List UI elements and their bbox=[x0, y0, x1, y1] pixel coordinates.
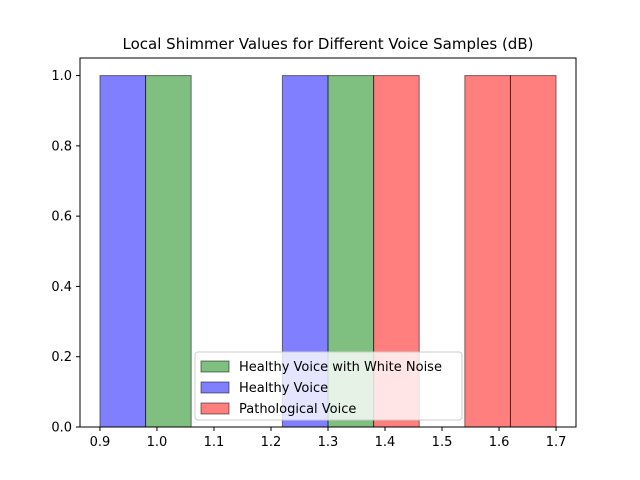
legend-swatch bbox=[200, 381, 230, 394]
x-tick-label: 1.4 bbox=[375, 435, 396, 450]
y-tick-label: 0.2 bbox=[51, 350, 72, 365]
x-tick-label: 1.1 bbox=[204, 435, 225, 450]
y-tick-label: 0.4 bbox=[51, 280, 72, 295]
bar-series-2-bin-1 bbox=[464, 75, 511, 428]
x-tick-label: 0.9 bbox=[90, 435, 111, 450]
legend-label: Pathological Voice bbox=[239, 402, 356, 417]
legend-label: Healthy Voice bbox=[239, 381, 328, 396]
legend-label: Healthy Voice with White Noise bbox=[239, 360, 442, 375]
y-tick-label: 0.6 bbox=[51, 210, 72, 225]
x-tick-label: 1.7 bbox=[546, 435, 567, 450]
legend-swatch bbox=[200, 360, 230, 373]
y-tick-label: 1.0 bbox=[51, 69, 72, 84]
x-tick-label: 1.3 bbox=[318, 435, 339, 450]
axes-layer: 0.9 1.0 1.1 1.2 1.3 1.4 1.5 1.6 1.7 0.0 0.2 0.4 0.6 0… bbox=[51, 57, 577, 450]
legend: Healthy Voice with White Noise Healthy Vo… bbox=[194, 351, 463, 421]
bar-series-0-bin-0 bbox=[145, 75, 192, 428]
bar-series-1-bin-0 bbox=[99, 75, 147, 428]
x-tick-label: 1.5 bbox=[432, 435, 453, 450]
y-tick-label: 0.0 bbox=[51, 421, 72, 436]
bar-series-2-bin-2 bbox=[509, 75, 557, 428]
legend-box bbox=[194, 351, 463, 421]
legend-swatch bbox=[200, 402, 230, 415]
x-tick-label: 1.2 bbox=[261, 435, 282, 450]
chart-title: Local Shimmer Values for Different Voice… bbox=[123, 35, 534, 53]
x-tick-label: 1.0 bbox=[147, 435, 168, 450]
y-tick-label: 0.8 bbox=[51, 139, 72, 154]
x-tick-label: 1.6 bbox=[489, 435, 510, 450]
